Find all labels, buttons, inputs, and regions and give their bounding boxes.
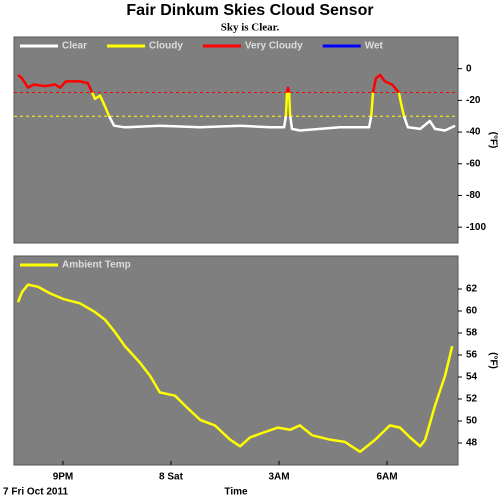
y-tick-label: -40	[466, 127, 481, 138]
series-line	[107, 115, 456, 132]
y-tick-label: -20	[466, 95, 481, 106]
x-tick-label: 8 Sat	[159, 472, 184, 483]
page-title: Fair Dinkum Skies Cloud Sensor	[126, 2, 373, 19]
series-line	[90, 91, 406, 117]
y-tick-label: 60	[466, 306, 478, 317]
legend-label: Clear	[62, 41, 87, 52]
y-tick-label: -80	[466, 190, 481, 201]
x-tick-label: 3AM	[268, 472, 289, 483]
y-axis-label: (°F)	[487, 132, 498, 149]
plot-area	[13, 36, 459, 244]
series-line	[17, 73, 400, 94]
x-tick-label: 6AM	[376, 472, 397, 483]
legend-label: Wet	[365, 41, 384, 52]
series-line	[16, 283, 454, 454]
y-tick-label: 56	[466, 350, 478, 361]
legend-label: Cloudy	[149, 41, 183, 52]
y-tick-label: 48	[466, 438, 478, 449]
x-axis-label: Time	[224, 487, 248, 498]
y-axis-label: (°F)	[487, 352, 498, 369]
y-tick-label: 0	[466, 63, 472, 74]
legend-label: Very Cloudy	[245, 41, 303, 52]
x-tick-label: 9PM	[53, 472, 74, 483]
plot-area	[13, 255, 459, 466]
y-tick-label: 54	[466, 372, 478, 383]
y-tick-label: 58	[466, 328, 478, 339]
x-axis-note: 7 Fri Oct 2011	[3, 487, 68, 498]
legend-label: Ambient Temp	[62, 260, 131, 271]
y-tick-label: -60	[466, 158, 481, 169]
y-tick-label: 62	[466, 284, 478, 295]
y-tick-label: 50	[466, 416, 478, 427]
y-tick-label: -100	[466, 222, 486, 233]
page-subtitle: Sky is Clear.	[221, 22, 280, 34]
y-tick-label: 52	[466, 394, 478, 405]
